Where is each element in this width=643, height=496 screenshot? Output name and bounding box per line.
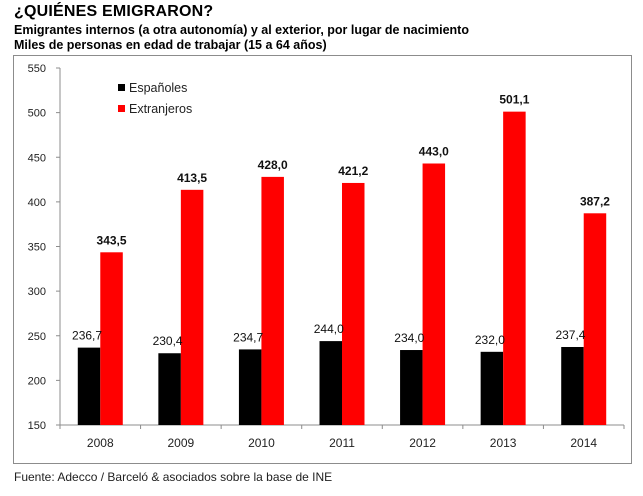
y-tick-label: 400 (28, 197, 46, 209)
bar-extranjeros-2008 (100, 252, 123, 425)
data-label: 413,5 (177, 171, 207, 185)
bar-españoles-2013 (480, 351, 504, 425)
y-tick-label: 300 (28, 286, 46, 298)
y-tick-label: 550 (28, 63, 46, 75)
bar-extranjeros-2012 (422, 163, 446, 425)
y-tick-label: 250 (28, 331, 46, 343)
data-label: 501,1 (499, 93, 529, 107)
y-tick-label: 150 (28, 420, 46, 432)
x-tick-label: 2012 (409, 436, 436, 450)
bar-españoles-2010 (238, 349, 262, 425)
bar-españoles-2012 (400, 350, 423, 425)
bar-españoles-2011 (319, 341, 342, 425)
legend: Españoles Extranjeros (118, 81, 192, 116)
x-tick-label: 2010 (248, 436, 275, 450)
chart-units-subtitle: Miles de personas en edad de trabajar (1… (14, 38, 327, 52)
x-tick-label: 2013 (490, 436, 517, 450)
bar-españoles-2008 (77, 347, 101, 425)
source-note: Fuente: Adecco / Barceló & asociados sob… (14, 470, 333, 484)
data-label: 421,2 (338, 164, 368, 178)
bar-españoles-2014 (561, 346, 584, 425)
data-label: 237,4 (555, 328, 585, 342)
x-tick-label: 2009 (168, 436, 195, 450)
bar-extranjeros-2009 (180, 189, 204, 425)
data-label: 443,0 (419, 144, 449, 158)
data-label: 343,5 (97, 233, 127, 247)
chart-subtitle: Emigrantes internos (a otra autonomía) y… (14, 23, 469, 37)
bar-extranjeros-2014 (583, 213, 607, 425)
bar-extranjeros-2013 (503, 111, 526, 425)
y-tick-label: 200 (28, 375, 46, 387)
legend-label: Españoles (129, 81, 187, 95)
y-tick-label: 500 (28, 108, 46, 120)
data-label: 234,0 (394, 331, 424, 345)
x-tick-label: 2014 (570, 436, 597, 450)
bar-extranjeros-2010 (261, 176, 284, 425)
data-label: 230,4 (153, 334, 183, 348)
legend-label: Extranjeros (129, 102, 192, 116)
data-label: 244,0 (314, 322, 344, 336)
legend-swatch-extranjeros (118, 105, 125, 112)
chart-title: ¿QUIÉNES EMIGRARON? (14, 3, 214, 20)
bars (77, 111, 607, 425)
bar-extranjeros-2011 (342, 182, 365, 425)
data-label: 428,0 (258, 158, 288, 172)
x-tick-label: 2011 (329, 436, 355, 450)
chart-frame (13, 55, 632, 464)
x-tick-label: 2008 (87, 436, 114, 450)
data-label: 232,0 (475, 333, 505, 347)
bar-españoles-2009 (158, 353, 181, 425)
axes: 150 200 250 300 350 400 450 500 550 2008 2009 2010 2… (28, 63, 625, 450)
data-labels: 236,7 230,4 234,7 244,0 234,0 232,0 237,4 343,5… (72, 93, 610, 349)
data-label: 236,7 (72, 329, 102, 343)
y-tick-label: 450 (28, 152, 46, 164)
data-label: 234,7 (233, 330, 263, 344)
legend-swatch-españoles (118, 84, 125, 91)
y-tick-label: 350 (28, 242, 46, 254)
data-label: 387,2 (580, 194, 610, 208)
